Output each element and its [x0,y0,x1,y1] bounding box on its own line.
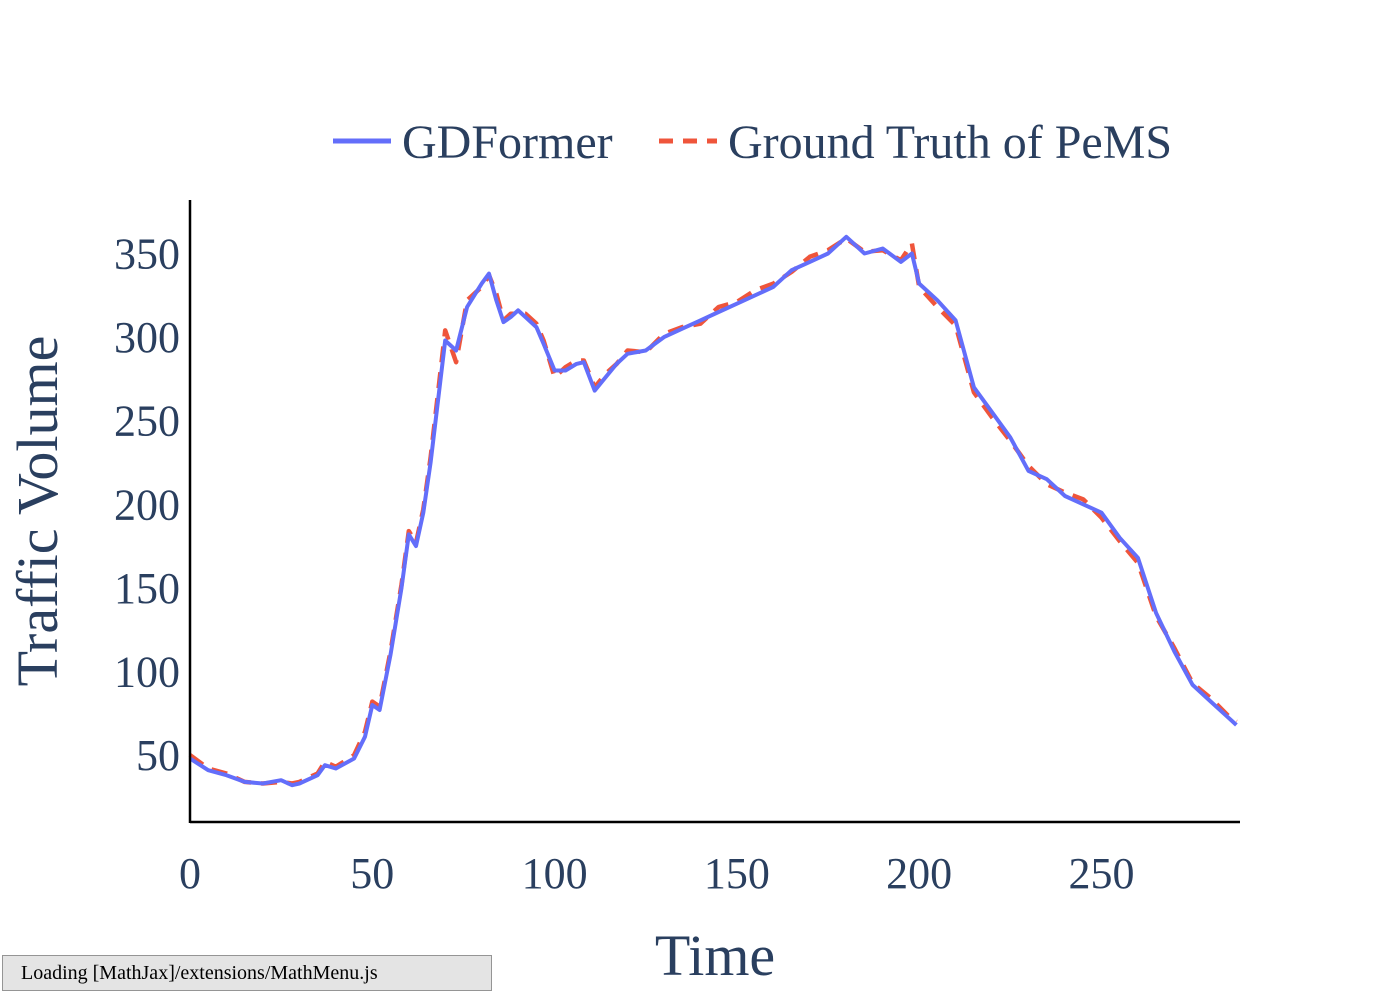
x-tick-label: 0 [179,849,201,898]
mathjax-loading-status: Loading [MathJax]/extensions/MathMenu.js [2,955,492,991]
series-line-ground-truth [188,236,1238,786]
x-tick-label: 100 [522,849,588,898]
y-axis-title: Traffic Volume [5,336,70,687]
x-tick-labels: 0 50 100 150 200 250 [179,849,1134,898]
x-axis-title: Time [655,923,775,988]
y-tick-label: 50 [136,731,180,780]
y-tick-label: 350 [114,230,180,279]
y-tick-label: 100 [114,648,180,697]
y-tick-labels: 50 100 150 200 250 300 350 [114,230,180,781]
plot-area [188,234,1238,788]
x-tick-label: 150 [704,849,770,898]
y-tick-label: 200 [114,480,180,529]
legend[interactable]: GDFormer Ground Truth of PeMS [333,116,1172,169]
legend-label-ground-truth: Ground Truth of PeMS [728,116,1172,169]
series-line-gdformer [188,234,1238,788]
y-tick-label: 150 [114,564,180,613]
legend-label-gdformer: GDFormer [402,116,613,169]
x-tick-label: 50 [350,849,394,898]
x-tick-label: 200 [886,849,952,898]
y-tick-label: 300 [114,313,180,362]
y-tick-label: 250 [114,397,180,446]
x-tick-label: 250 [1068,849,1134,898]
